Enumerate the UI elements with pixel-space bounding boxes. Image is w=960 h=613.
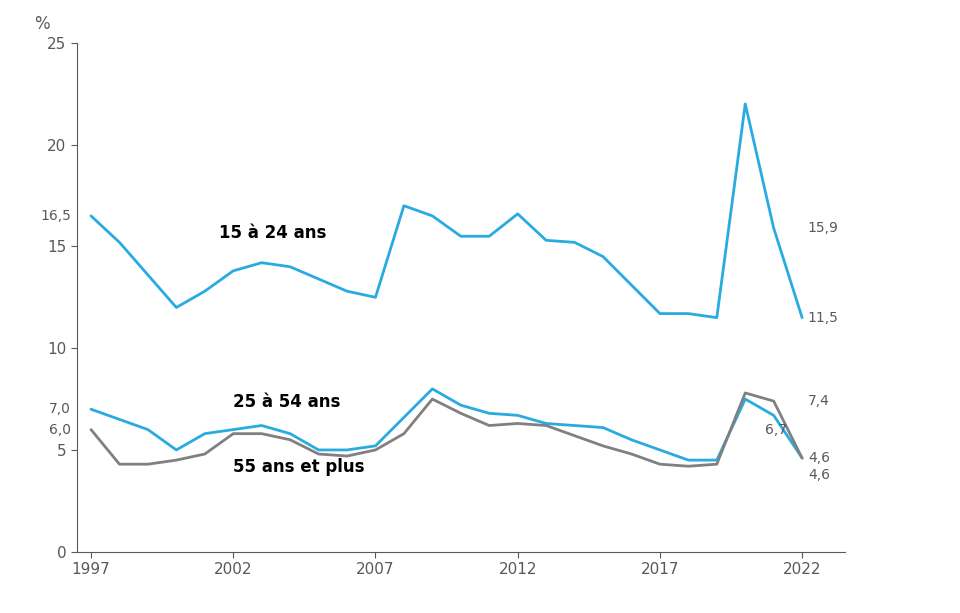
Text: 7,4: 7,4 bbox=[807, 394, 829, 408]
Text: 55 ans et plus: 55 ans et plus bbox=[233, 458, 365, 476]
Text: 15 à 24 ans: 15 à 24 ans bbox=[219, 224, 326, 242]
Text: 16,5: 16,5 bbox=[40, 209, 71, 223]
Text: 6,7: 6,7 bbox=[765, 424, 787, 438]
Text: 15,9: 15,9 bbox=[807, 221, 839, 235]
Text: 7,0: 7,0 bbox=[49, 402, 71, 416]
Text: 25 à 54 ans: 25 à 54 ans bbox=[233, 394, 341, 411]
Text: 4,6: 4,6 bbox=[807, 451, 829, 465]
Text: %: % bbox=[35, 15, 50, 32]
Text: 11,5: 11,5 bbox=[807, 311, 839, 325]
Text: 4,6: 4,6 bbox=[807, 468, 829, 482]
Text: 6,0: 6,0 bbox=[49, 422, 71, 436]
